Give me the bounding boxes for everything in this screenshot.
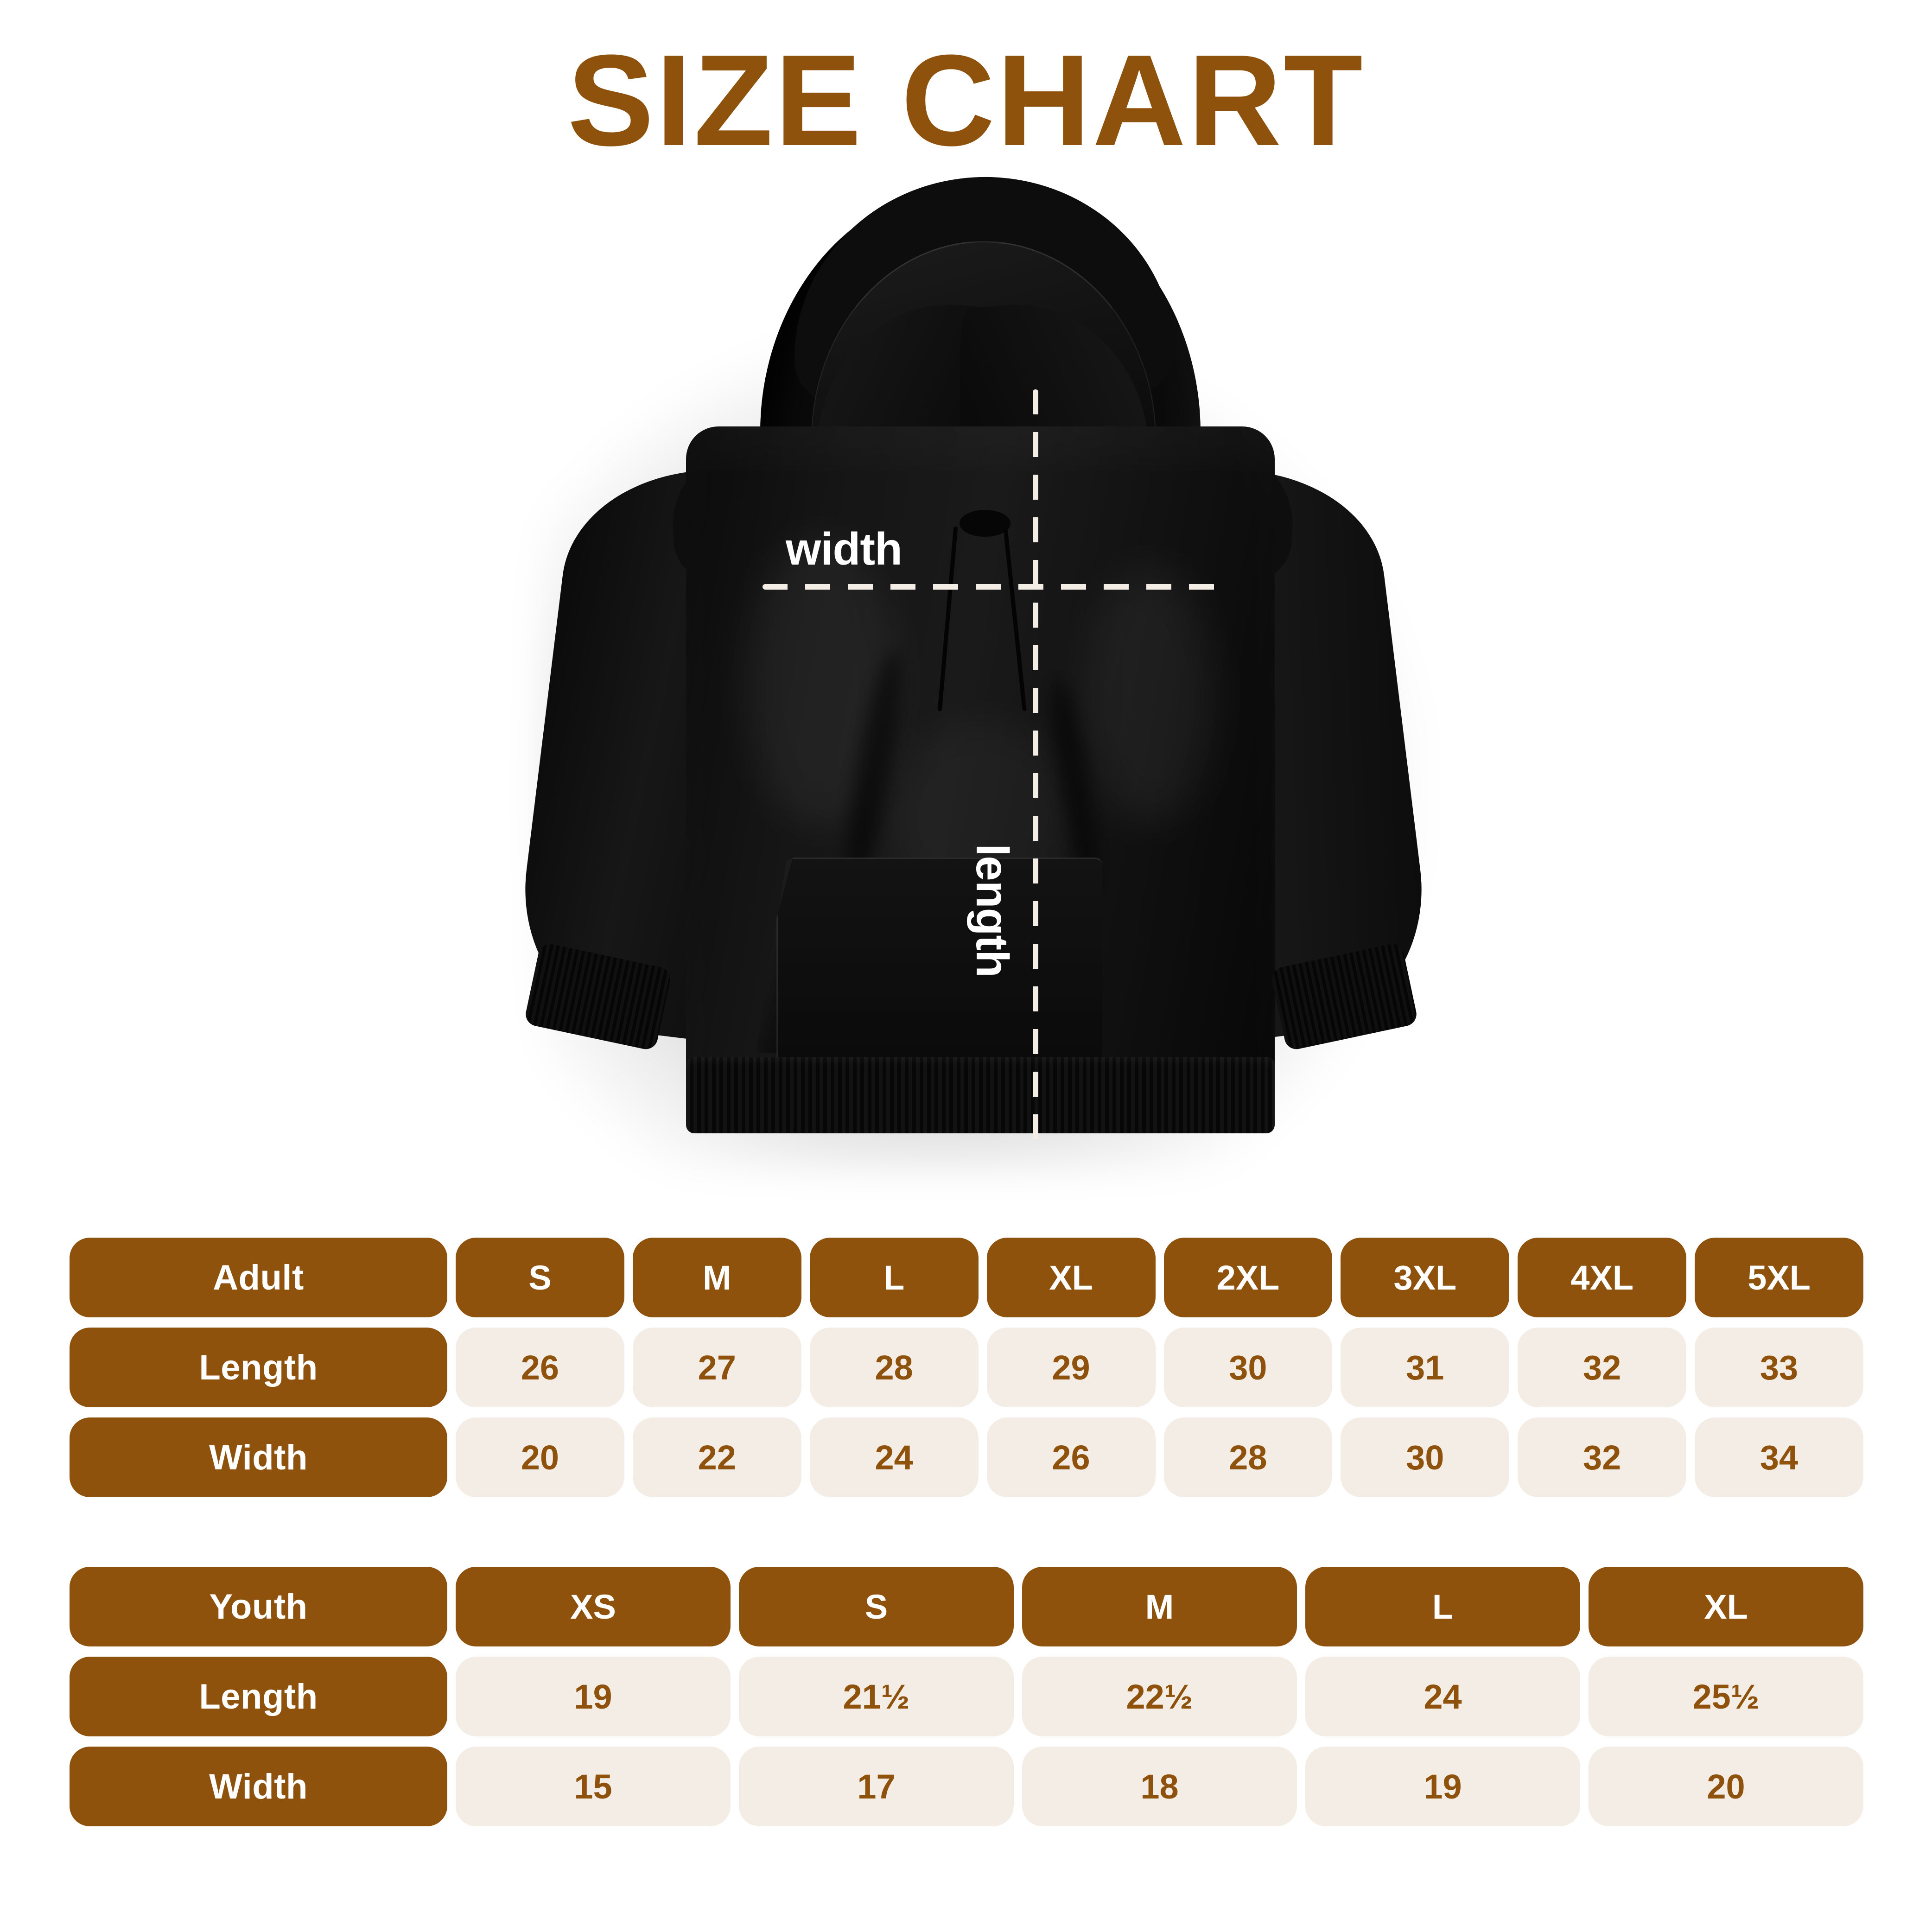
length-measure-line bbox=[1033, 389, 1038, 1150]
adult-width-4xl: 32 bbox=[1518, 1417, 1687, 1497]
adult-width-values: 20 22 24 26 28 30 32 34 bbox=[456, 1417, 1863, 1497]
adult-width-label: Width bbox=[70, 1417, 447, 1497]
youth-size-l[interactable]: L bbox=[1305, 1567, 1580, 1646]
youth-size-s[interactable]: S bbox=[739, 1567, 1014, 1646]
youth-length-l: 24 bbox=[1305, 1657, 1580, 1736]
youth-length-row: Length 19 21½ 22½ 24 25½ bbox=[70, 1657, 1863, 1736]
adult-length-m: 27 bbox=[632, 1328, 801, 1407]
adult-length-5xl: 33 bbox=[1695, 1328, 1863, 1407]
adult-width-s: 20 bbox=[456, 1417, 624, 1497]
adult-length-values: 26 27 28 29 30 31 32 33 bbox=[456, 1328, 1863, 1407]
adult-width-m: 22 bbox=[632, 1417, 801, 1497]
adult-length-2xl: 30 bbox=[1163, 1328, 1333, 1407]
youth-header-row: Youth XS S M L XL bbox=[70, 1567, 1863, 1646]
youth-width-row: Width 15 17 18 19 20 bbox=[70, 1747, 1863, 1826]
youth-width-s: 17 bbox=[739, 1747, 1014, 1826]
youth-width-xs: 15 bbox=[456, 1747, 731, 1826]
adult-width-row: Width 20 22 24 26 28 30 32 34 bbox=[70, 1417, 1863, 1497]
youth-size-table: Youth XS S M L XL Length 19 21½ 22½ 24 2… bbox=[70, 1567, 1863, 1826]
adult-table-label: Adult bbox=[70, 1238, 447, 1317]
size-tables: Adult S M L XL 2XL 3XL 4XL 5XL Length 26… bbox=[70, 1238, 1863, 1826]
adult-length-l: 28 bbox=[809, 1328, 979, 1407]
hoodie-graphic: width length bbox=[487, 170, 1460, 1196]
youth-width-m: 18 bbox=[1022, 1747, 1297, 1826]
youth-size-xl[interactable]: XL bbox=[1589, 1567, 1863, 1646]
youth-length-xs: 19 bbox=[456, 1657, 731, 1736]
youth-width-xl: 20 bbox=[1589, 1747, 1863, 1826]
adult-size-5xl[interactable]: 5XL bbox=[1695, 1238, 1863, 1317]
hoodie-illustration: width length bbox=[0, 170, 1932, 1210]
adult-length-s: 26 bbox=[456, 1328, 624, 1407]
width-measure-label: width bbox=[786, 523, 902, 574]
adult-size-2xl[interactable]: 2XL bbox=[1163, 1238, 1333, 1317]
adult-width-xl: 26 bbox=[986, 1417, 1156, 1497]
length-measure-label: length bbox=[967, 844, 1018, 977]
adult-length-row: Length 26 27 28 29 30 31 32 33 bbox=[70, 1328, 1863, 1407]
adult-width-l: 24 bbox=[809, 1417, 979, 1497]
youth-length-label: Length bbox=[70, 1657, 447, 1736]
adult-header-row: Adult S M L XL 2XL 3XL 4XL 5XL bbox=[70, 1238, 1863, 1317]
page-title: SIZE CHART bbox=[567, 28, 1365, 173]
youth-length-xl: 25½ bbox=[1589, 1657, 1863, 1736]
fabric-highlight-right bbox=[1085, 566, 1214, 825]
hoodie-hem bbox=[686, 1057, 1275, 1133]
adult-width-5xl: 34 bbox=[1695, 1417, 1863, 1497]
youth-length-m: 22½ bbox=[1022, 1657, 1297, 1736]
adult-width-2xl: 28 bbox=[1163, 1417, 1333, 1497]
youth-width-values: 15 17 18 19 20 bbox=[456, 1747, 1863, 1826]
adult-size-xl[interactable]: XL bbox=[986, 1238, 1156, 1317]
adult-length-label: Length bbox=[70, 1328, 447, 1407]
youth-width-l: 19 bbox=[1305, 1747, 1580, 1826]
adult-size-4xl[interactable]: 4XL bbox=[1518, 1238, 1687, 1317]
adult-length-3xl: 31 bbox=[1341, 1328, 1510, 1407]
adult-length-4xl: 32 bbox=[1518, 1328, 1687, 1407]
adult-size-table: Adult S M L XL 2XL 3XL 4XL 5XL Length 26… bbox=[70, 1238, 1863, 1497]
youth-size-headers: XS S M L XL bbox=[456, 1567, 1863, 1646]
youth-table-label: Youth bbox=[70, 1567, 447, 1646]
adult-length-xl: 29 bbox=[986, 1328, 1156, 1407]
adult-size-headers: S M L XL 2XL 3XL 4XL 5XL bbox=[456, 1238, 1863, 1317]
youth-width-label: Width bbox=[70, 1747, 447, 1826]
youth-size-m[interactable]: M bbox=[1022, 1567, 1297, 1646]
adult-size-m[interactable]: M bbox=[632, 1238, 801, 1317]
adult-size-3xl[interactable]: 3XL bbox=[1341, 1238, 1510, 1317]
width-measure-line bbox=[763, 584, 1221, 590]
youth-length-s: 21½ bbox=[739, 1657, 1014, 1736]
adult-size-l[interactable]: L bbox=[809, 1238, 979, 1317]
adult-width-3xl: 30 bbox=[1341, 1417, 1510, 1497]
adult-size-s[interactable]: S bbox=[456, 1238, 624, 1317]
hoodie-kangaroo-pocket bbox=[776, 858, 1102, 1077]
youth-size-xs[interactable]: XS bbox=[456, 1567, 731, 1646]
youth-length-values: 19 21½ 22½ 24 25½ bbox=[456, 1657, 1863, 1736]
hoodie-neck-opening bbox=[960, 510, 1010, 537]
